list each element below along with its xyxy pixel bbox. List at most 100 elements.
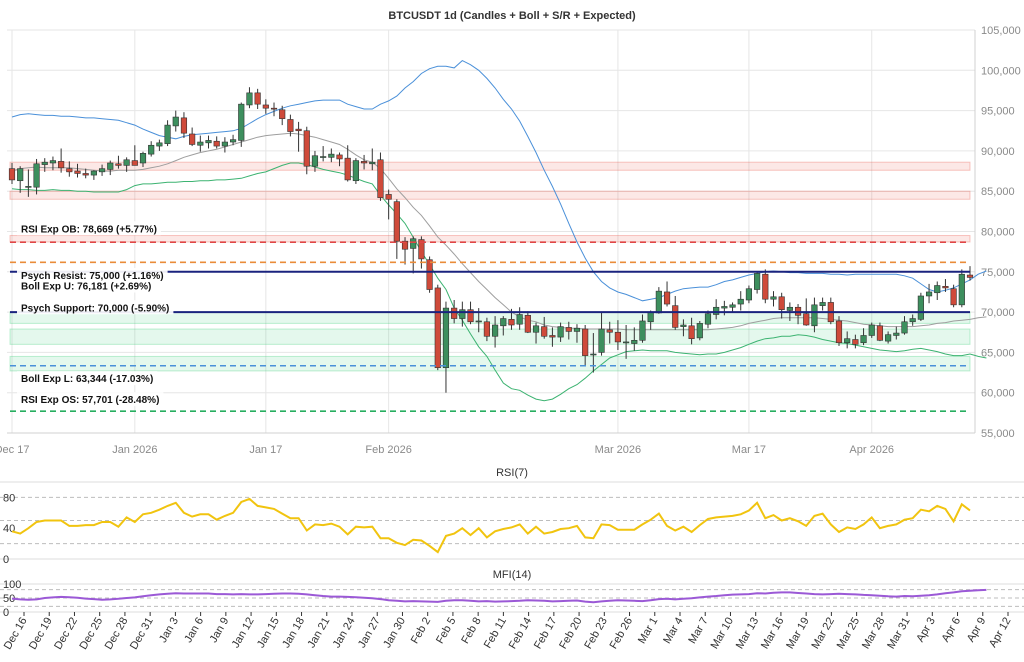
mfi-x-tick-label: Dec 31 [128,616,156,652]
candle-body [778,296,785,310]
mfi-x-tick-label: Jan 18 [280,616,307,651]
mfi-x-tick-label: Dec 22 [52,616,80,652]
candle-body [393,201,400,242]
candle-body [876,325,884,341]
candle-body [680,324,687,327]
price-y-tick-label: 90,000 [981,146,1015,158]
candle-body [516,314,523,325]
candle-body [868,324,875,336]
candle-body [475,320,482,323]
support-zone [9,355,971,372]
mfi-x-tick-label: Mar 7 [686,616,710,646]
candle-body [934,285,941,294]
candle-body [573,327,581,332]
candle-body [909,318,916,323]
mfi-x-tick-label: Mar 13 [734,616,762,652]
level-label: Psych Resist: 75,000 (+1.16%) [21,271,164,282]
level-label-background [17,300,174,315]
candle-body [614,331,621,343]
level-label: Psych Support: 70,000 (-5.90%) [21,303,169,314]
candle-body [492,324,499,337]
candle-body [270,107,278,110]
candle-body [754,273,761,290]
candle-body [344,157,351,181]
mfi-x-tick-label: Dec 16 [2,616,30,652]
level-label-background [17,221,161,236]
candle-body [606,329,613,333]
candle-body [696,323,703,339]
candle-body [377,159,384,198]
candle-body [82,173,89,176]
candle-body [410,238,417,249]
candle-body [762,273,769,300]
candle-body [737,298,744,305]
candle-body [328,153,335,158]
candle-body [557,326,564,338]
candle-body [361,161,368,164]
mfi-x-tick-label: Jan 6 [182,616,206,645]
candle-body [156,142,163,147]
resistance-zone [9,235,971,243]
candle-body [590,353,597,356]
candle-body [213,140,220,147]
candle-body [631,340,638,344]
candle-body [565,327,572,332]
candle-body [958,273,965,306]
candle-body [287,119,294,132]
level-label-background [17,392,164,407]
price-y-tick-label: 55,000 [981,428,1015,440]
candle-body [90,170,97,176]
mfi-x-tick-label: Jan 24 [331,616,358,651]
candle-body [369,161,376,165]
mfi-x-tick-label: Mar 1 [636,616,660,646]
mfi-x-tick-label: Jan 21 [305,616,332,651]
mfi-x-tick-label: Mar 25 [835,616,863,652]
mfi-x-tick-label: Apr 3 [914,616,938,645]
price-x-tick-label: Mar 17 [732,444,766,456]
candle-body [180,117,188,134]
rsi-line [11,497,971,554]
candle-body [74,170,81,174]
price-panel: 55,000 60,000 65,000 70,000 75,000 80,000 85,0… [0,25,1021,456]
candle-body [623,341,630,344]
mfi-y-tick-label: 0 [3,607,9,619]
price-y-tick-label: 105,000 [981,25,1021,37]
level-label: Boll Exp U: 76,181 (+2.69%) [21,282,151,293]
candle-body [164,124,171,144]
candle-body [459,309,466,319]
candle-body [925,291,933,297]
mfi-x-tick-label: Feb 26 [608,616,636,652]
candle-body [549,335,556,338]
candle-body [434,287,441,369]
mfi-x-tick-label: Mar 10 [709,616,737,652]
mfi-x-tick-label: Dec 28 [103,616,131,652]
mfi-x-tick-label: Jan 30 [381,616,408,651]
candle-body [966,274,974,278]
price-y-tick-label: 85,000 [981,186,1015,198]
price-x-tick-label: Jan 2026 [112,444,157,456]
price-y-tick-label: 100,000 [981,65,1021,77]
mfi-x-tick-label: Feb 20 [557,616,585,652]
candle-body [819,302,826,306]
candle-body [639,320,646,341]
rsi-title: RSI(7) [496,467,528,479]
candle-body [172,116,179,127]
candle-body [221,141,228,147]
candle-body [401,240,409,250]
mfi-x-tick-label: Feb 17 [532,616,560,652]
candle-body [860,335,867,344]
price-y-tick-label: 65,000 [981,347,1015,359]
candle-body [8,168,16,181]
mfi-title: MFI(14) [493,569,532,581]
candle-body [17,168,24,182]
candle-body [320,156,327,158]
candle-body [942,286,949,289]
candle-body [189,133,196,145]
mfi-x-tick-label: Jan 12 [230,616,257,651]
level-label: Boll Exp L: 63,344 (-17.03%) [21,374,153,385]
price-y-tick-label: 70,000 [981,307,1015,319]
candle-body [148,144,155,155]
candle-body [303,130,310,167]
